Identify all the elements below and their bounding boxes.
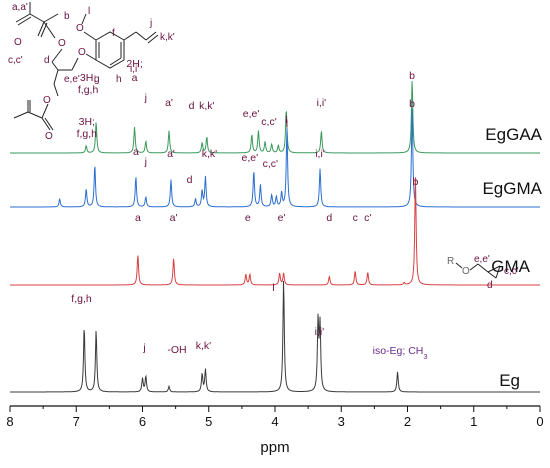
peak-label: c': [364, 212, 371, 224]
peak-label: e,e': [243, 108, 260, 120]
spectrum-eggma: [10, 108, 540, 208]
peak-label: i,i': [317, 97, 327, 109]
peak-label: a: [133, 146, 139, 158]
peak-label: a': [170, 212, 178, 224]
series-label-gma: GMA: [491, 257, 530, 276]
egaa-structure-diagram: O O O O O: [8, 2, 175, 142]
series-label-eggaa: EgGAA: [485, 125, 542, 144]
peak-label: a: [132, 72, 138, 84]
peak-label: -OH: [167, 344, 186, 356]
x-tick-label: 0: [536, 414, 543, 429]
struct-label-a: a,a': [12, 2, 28, 13]
x-tick-label: 1: [470, 414, 477, 429]
x-axis: 8 7 6 5 4 3 2 1 0 ppm: [6, 405, 544, 456]
peak-label: f,g,h: [78, 84, 99, 96]
peak-label: a': [167, 148, 175, 160]
struct-O-4: O: [45, 131, 53, 142]
peak-label: 2H;: [126, 58, 142, 70]
series-names-layer: EgGAA EgGMA GMA Eg: [482, 125, 542, 390]
peak-label: d: [326, 212, 332, 224]
struct-O-5: O: [78, 47, 86, 58]
peak-label: j: [144, 92, 147, 104]
x-tick-label: 6: [139, 414, 146, 429]
peak-label: f,g,h: [77, 128, 98, 140]
struct-label-h: h: [116, 74, 122, 85]
peak-label: k,k': [202, 148, 217, 160]
peak-label: c,c': [261, 116, 276, 128]
peak-label: b: [409, 98, 415, 110]
series-label-eg: Eg: [499, 371, 520, 390]
peak-label: l: [272, 282, 274, 294]
peak-label: j: [144, 156, 147, 168]
peak-label: a': [165, 97, 173, 109]
peak-label: l: [286, 118, 288, 130]
peak-label: e,e': [241, 152, 258, 164]
peak-label: d: [187, 174, 193, 186]
gma-struct-label-e: e,e': [474, 254, 490, 265]
peak-label: i,i': [315, 148, 325, 160]
struct-label-b: b: [64, 11, 70, 22]
struct-label-i: i,i': [130, 64, 139, 75]
peak-label: 3H;: [80, 72, 96, 84]
peak-label: f,g,h: [71, 293, 92, 305]
gma-struct-O: O: [462, 266, 470, 277]
peak-label: k,k': [199, 100, 214, 112]
struct-O-6: O: [76, 23, 84, 34]
struct-O-3: O: [43, 95, 51, 106]
x-tick-label: 3: [338, 414, 345, 429]
peak-label: iso-Eg; CH3: [373, 345, 428, 361]
peak-label: 3H;: [79, 116, 95, 128]
struct-O-1: O: [14, 37, 22, 48]
spectrum-eggaa: [10, 81, 540, 154]
peak-label: c,c': [263, 158, 278, 170]
peak-label: e: [245, 212, 251, 224]
struct-label-e: e,e': [64, 74, 80, 85]
spectrum-eg: [10, 281, 540, 393]
x-tick-label: 5: [205, 414, 212, 429]
series-label-eggma: EgGMA: [482, 179, 542, 198]
x-axis-title: ppm: [260, 439, 289, 456]
gma-struct-label-c: c,c': [504, 266, 519, 277]
peak-label: c: [353, 212, 358, 224]
struct-label-d: d: [44, 55, 50, 66]
peak-labels-layer: 3H;f,g,h2H;aj a' d k,k'e,e' lc,c'i,i'b3H;f,g…: [71, 58, 427, 361]
peak-label: j: [142, 342, 145, 354]
spectrum-gma: [10, 177, 540, 286]
struct-label-f: f: [112, 28, 115, 39]
peak-label: l: [285, 114, 287, 126]
peak-label: b: [412, 176, 418, 188]
peak-label: k,k': [196, 340, 211, 352]
x-tick-label: 8: [6, 414, 13, 429]
struct-label-l: l: [88, 6, 90, 17]
gma-struct-R: R: [447, 256, 454, 267]
peak-label: i,i': [315, 326, 325, 338]
peak-label: a: [135, 212, 141, 224]
x-tick-label: 4: [271, 414, 278, 429]
struct-label-c: c,c': [8, 55, 23, 66]
gma-struct-label-d: d: [487, 280, 493, 291]
struct-label-j: j: [149, 18, 152, 29]
struct-O-2: O: [58, 38, 66, 49]
spectra-layer: [10, 81, 540, 393]
x-tick-label: 7: [73, 414, 80, 429]
x-tick-label: 2: [404, 414, 411, 429]
struct-label-k: k,k': [160, 32, 175, 43]
peak-label: e': [278, 212, 286, 224]
gma-structure-diagram: R O e,e' d c,c': [447, 254, 519, 291]
peak-label: b: [409, 70, 415, 82]
struct-label-g: g: [94, 74, 100, 85]
peak-label: d: [189, 100, 195, 112]
